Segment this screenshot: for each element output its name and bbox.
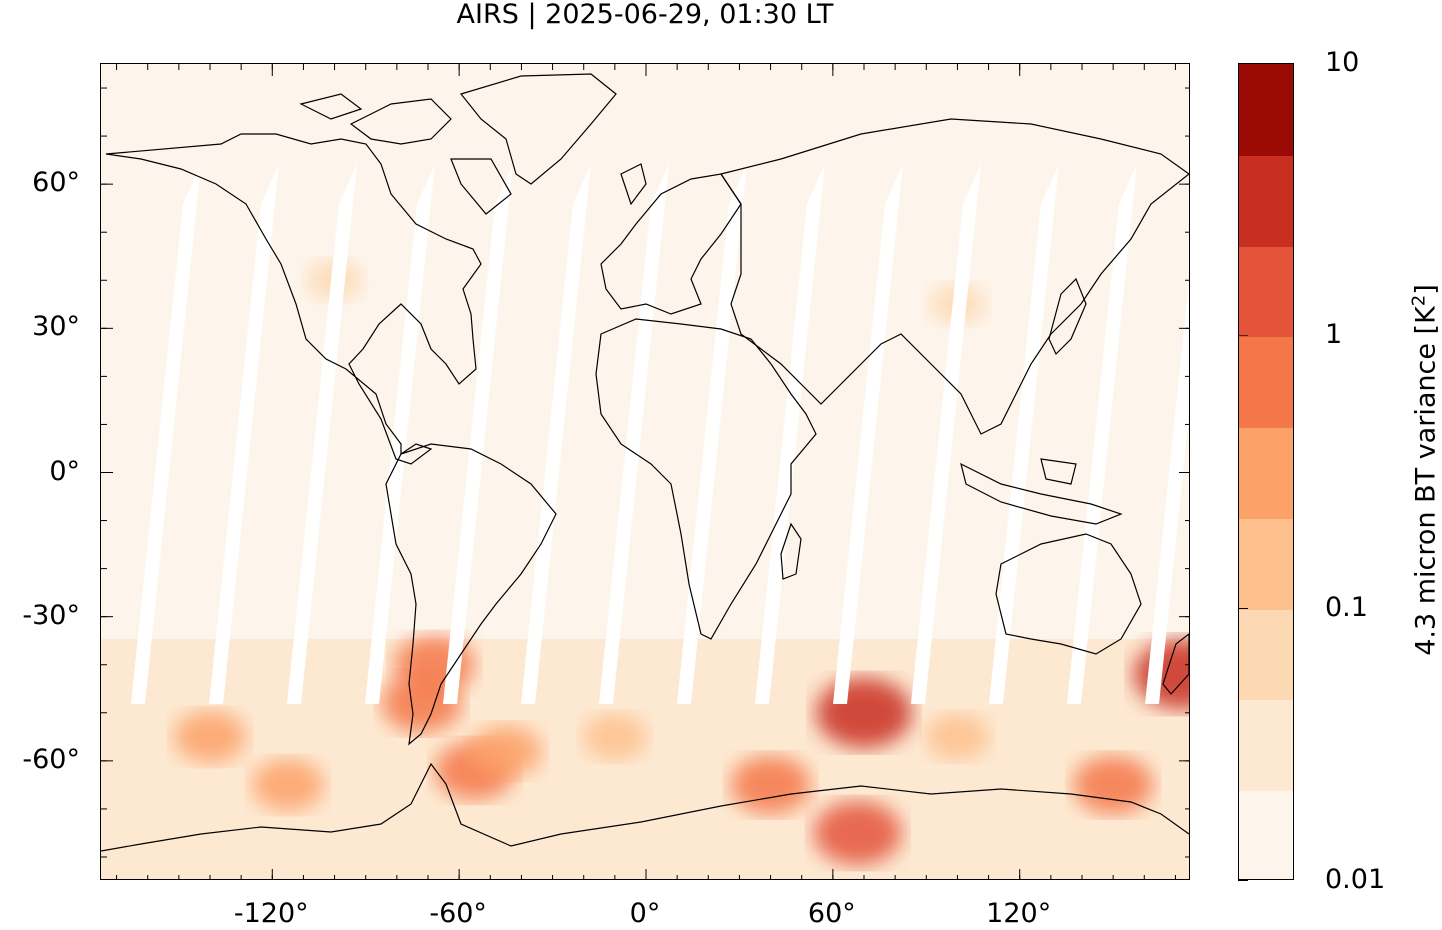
y-tick-label: 30° [32, 311, 80, 343]
x-tick-label: -120° [233, 898, 309, 929]
variance-hotspot [925, 713, 990, 760]
variance-hotspot [469, 725, 542, 778]
variance-hotspot [730, 755, 811, 814]
swath-gap [599, 164, 669, 704]
variance-hotspot [813, 800, 902, 865]
colorbar-segment [1239, 517, 1293, 610]
y-tick-label: -60° [22, 743, 80, 775]
swath-gap [755, 164, 825, 704]
x-tick-label: -60° [429, 898, 487, 929]
colorbar-segment [1239, 790, 1293, 879]
coastline-antarctica [101, 762, 1189, 852]
variance-hotspot [816, 677, 912, 748]
colorbar-segment [1239, 245, 1293, 338]
map-canvas [101, 64, 1189, 879]
coastline-asia [720, 118, 1189, 435]
swath-gap [833, 164, 903, 704]
coastline-australia [995, 533, 1142, 655]
swath-gaps [131, 164, 1189, 704]
y-tick-label: 0° [49, 455, 80, 487]
variance-hotspot [251, 758, 324, 811]
colorbar-tick [1238, 607, 1248, 609]
swath-gap [521, 164, 591, 704]
colorbar-tick-label: 0.01 [1325, 864, 1386, 895]
colorbar-tick-label: 0.1 [1325, 591, 1368, 623]
colorbar [1238, 63, 1294, 880]
swath-gap [911, 164, 981, 704]
x-tick-label: 0° [629, 898, 661, 929]
swath-gap [1145, 280, 1189, 704]
swath-gap [209, 164, 279, 704]
axis-ticks [101, 64, 1189, 879]
coastline-new-zealand [1162, 633, 1189, 695]
variance-hotspot [381, 674, 462, 733]
colorbar-tick [1238, 880, 1248, 881]
colorbar-segment [1239, 154, 1293, 247]
colorbar-segment [1239, 336, 1293, 429]
coastline-indonesia [960, 458, 1123, 525]
colorbar-tick-label: 1 [1325, 319, 1343, 351]
coastline-japan [1048, 277, 1087, 356]
swath-gap [131, 164, 201, 704]
swath-gap [989, 164, 1059, 704]
colorbar-tick-label: 10 [1325, 47, 1360, 78]
y-tick-label: 60° [32, 167, 80, 199]
coastline-canadian-arctic [299, 93, 512, 215]
variance-hotspot [174, 710, 246, 763]
coastlines [101, 73, 1189, 852]
x-tick-label: 120° [986, 898, 1052, 929]
coastline-madagascar [780, 522, 802, 580]
y-tick-label: -30° [22, 599, 80, 631]
map-title: AIRS | 2025-06-29, 01:30 LT [456, 0, 834, 30]
coastline-north-america [105, 133, 482, 465]
variance-hotspot [582, 713, 647, 760]
variance-hotspot [1073, 755, 1154, 814]
swath-gap [365, 164, 435, 704]
colorbar-title: 4.3 micron BT variance [K2] [1408, 284, 1442, 656]
colorbar-segment [1239, 427, 1293, 519]
colorbar-tick [1238, 335, 1248, 337]
swath-gap [443, 164, 513, 704]
coastline-south-america [385, 443, 557, 746]
colorbar-tick [1238, 63, 1248, 64]
colorbar-segment [1239, 699, 1293, 792]
map-plot-area [100, 63, 1190, 880]
swath-gap [1067, 164, 1137, 704]
variance-hotspots [174, 260, 1189, 865]
coastline-greenland [459, 73, 617, 185]
coastline-europe [600, 163, 742, 315]
colorbar-segment [1239, 608, 1293, 701]
swath-gap [677, 164, 747, 704]
swath-gap [287, 164, 357, 704]
x-tick-label: 60° [807, 898, 856, 929]
southern-variance-band [101, 639, 1189, 879]
colorbar-segment [1239, 64, 1293, 156]
